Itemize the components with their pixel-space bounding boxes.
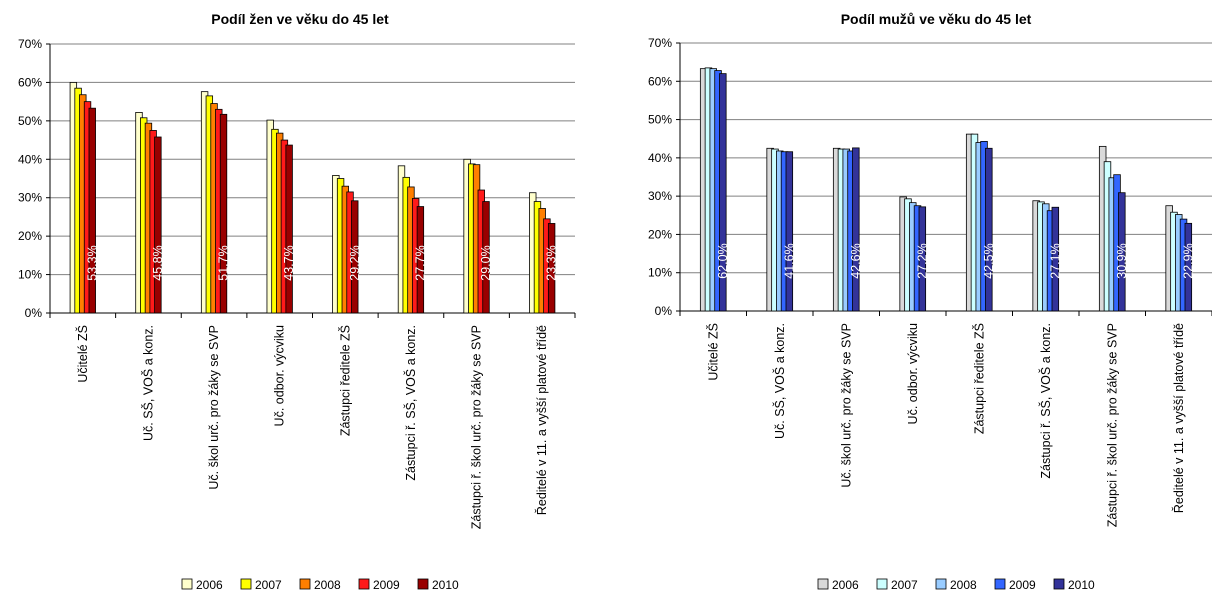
legend-label-2009: 2009 bbox=[373, 578, 400, 592]
legend-swatch-2006 bbox=[181, 578, 193, 590]
bar-2010 bbox=[482, 201, 490, 314]
y-tick-label: 30% bbox=[648, 189, 672, 203]
bar-2010 bbox=[1051, 206, 1060, 312]
legend-label-2010: 2010 bbox=[432, 578, 459, 592]
data-label: 29,0% bbox=[479, 245, 493, 280]
y-tick-label: 0% bbox=[25, 306, 43, 320]
y-tick-label: 40% bbox=[648, 151, 672, 165]
data-label: 43,7% bbox=[282, 245, 296, 280]
data-label: 62,0% bbox=[716, 243, 730, 278]
legend-swatch-2007 bbox=[240, 578, 252, 590]
legend-swatch-2010 bbox=[1053, 578, 1065, 590]
legend-label-2010: 2010 bbox=[1068, 578, 1095, 592]
bar-2010 bbox=[351, 200, 359, 314]
legend-label-2007: 2007 bbox=[891, 578, 918, 592]
category-label: Zástupci ř. SŠ, VOŠ a konz. bbox=[403, 325, 418, 481]
y-tick-label: 70% bbox=[648, 36, 672, 50]
chart-women: Podíl žen ve věku do 45 let 0% 10% 20% 30% 40… bbox=[18, 11, 576, 592]
category-label: Uč. škol urč. pro žáky se SVP bbox=[207, 325, 221, 490]
bar-2010 bbox=[547, 223, 556, 314]
bar-2010 bbox=[918, 206, 927, 312]
bar-2010 bbox=[719, 73, 727, 312]
data-label: 23,3% bbox=[545, 245, 559, 280]
category-label: Zástupci ř. škol urč. pro žáky se SVP bbox=[1105, 323, 1119, 527]
legend-swatch-2008 bbox=[935, 578, 947, 590]
legend-label-2006: 2006 bbox=[832, 578, 859, 592]
legend-swatch-2010 bbox=[417, 578, 429, 590]
data-label: 27,7% bbox=[413, 245, 427, 280]
legend-label-2006: 2006 bbox=[196, 578, 223, 592]
bar-2010 bbox=[985, 147, 993, 312]
chart-title: Podíl mužů ve věku do 45 let bbox=[841, 11, 1032, 27]
y-tick-label: 70% bbox=[18, 37, 42, 51]
legend-swatch-2008 bbox=[299, 578, 311, 590]
data-label: 51,7% bbox=[217, 245, 231, 280]
data-label: 30,9% bbox=[1115, 243, 1129, 278]
category-label: Uč. odbor. výcviku bbox=[273, 325, 287, 426]
category-label: Zástupci ředitele ZŠ bbox=[337, 325, 352, 436]
category-label: Zástupci ř. SŠ, VOŠ a konz. bbox=[1038, 323, 1053, 479]
bar-2010 bbox=[154, 136, 162, 314]
bar-2010 bbox=[88, 107, 96, 314]
chart-men: Podíl mužů ve věku do 45 let 0% 10% 20% 30% 4… bbox=[648, 11, 1212, 592]
legend-swatch-2009 bbox=[994, 578, 1006, 590]
category-label: Ředitelé v 11. a vyšší platové třídě bbox=[534, 325, 549, 515]
y-tick-label: 60% bbox=[648, 74, 672, 88]
legend-label-2007: 2007 bbox=[255, 578, 282, 592]
legend-label-2009: 2009 bbox=[1009, 578, 1036, 592]
category-label: Zástupci ř. škol urč. pro žáky se SVP bbox=[470, 325, 484, 529]
chart-title: Podíl žen ve věku do 45 let bbox=[211, 11, 389, 27]
legend-label-2008: 2008 bbox=[950, 578, 977, 592]
legend-swatch-2006 bbox=[817, 578, 829, 590]
bar-2010 bbox=[1184, 222, 1193, 312]
category-label: Uč. odbor. výcviku bbox=[906, 323, 920, 424]
data-label: 27,1% bbox=[1048, 243, 1062, 278]
y-tick-label: 0% bbox=[655, 304, 673, 318]
bar-2010 bbox=[285, 144, 293, 314]
bar-2010 bbox=[852, 147, 860, 312]
legend-label-2008: 2008 bbox=[314, 578, 341, 592]
y-tick-label: 10% bbox=[648, 266, 672, 280]
data-label: 42,6% bbox=[849, 243, 863, 278]
y-tick-label: 50% bbox=[648, 113, 672, 127]
category-label: Uč. SŠ, VOŠ a konz. bbox=[140, 325, 155, 441]
y-tick-label: 20% bbox=[18, 229, 42, 243]
y-tick-label: 40% bbox=[18, 152, 42, 166]
y-tick-label: 10% bbox=[18, 268, 42, 282]
category-label: Učitelé ZŠ bbox=[705, 323, 720, 381]
data-label: 22,9% bbox=[1181, 243, 1195, 278]
category-label: Uč. škol urč. pro žáky se SVP bbox=[839, 323, 853, 488]
category-label: Uč. SŠ, VOŠ a konz. bbox=[772, 323, 787, 439]
y-tick-label: 50% bbox=[18, 114, 42, 128]
data-label: 45,8% bbox=[151, 245, 165, 280]
y-tick-label: 20% bbox=[648, 227, 672, 241]
y-tick-label: 60% bbox=[18, 75, 42, 89]
data-label: 41,6% bbox=[782, 243, 796, 278]
bar-2010 bbox=[1118, 192, 1126, 312]
data-label: 42,5% bbox=[982, 243, 996, 278]
category-label: Zástupci ředitele ZŠ bbox=[971, 323, 986, 434]
data-label: 29,2% bbox=[348, 245, 362, 280]
bar-2010 bbox=[416, 206, 425, 314]
bar-2010 bbox=[785, 151, 794, 312]
category-label: Učitelé ZŠ bbox=[75, 325, 90, 383]
bar-2010 bbox=[219, 113, 228, 314]
data-label: 53,3% bbox=[85, 245, 99, 280]
legend-swatch-2007 bbox=[876, 578, 888, 590]
legend-swatch-2009 bbox=[358, 578, 370, 590]
data-label: 27,2% bbox=[915, 243, 929, 278]
category-label: Ředitelé v 11. a vyšší platové třídě bbox=[1171, 323, 1186, 513]
y-tick-label: 30% bbox=[18, 191, 42, 205]
